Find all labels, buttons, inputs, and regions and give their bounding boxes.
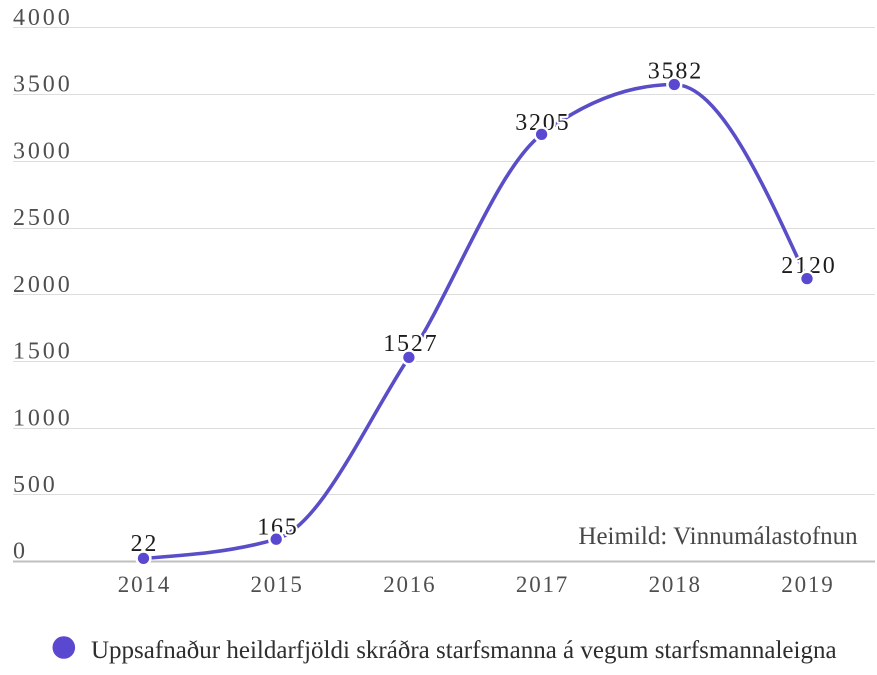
svg-text:2017: 2017 [516, 572, 569, 597]
svg-text:0: 0 [13, 538, 28, 564]
svg-text:3000: 3000 [13, 138, 73, 164]
svg-text:4000: 4000 [13, 5, 73, 31]
svg-text:2000: 2000 [13, 272, 73, 298]
svg-text:2014: 2014 [118, 572, 171, 597]
svg-text:1000: 1000 [13, 405, 73, 431]
svg-text:1500: 1500 [13, 339, 73, 365]
svg-text:500: 500 [13, 472, 58, 498]
svg-text:Uppsafnaður heildarfjöldi skrá: Uppsafnaður heildarfjöldi skráðra starfs… [91, 637, 837, 664]
svg-text:2019: 2019 [781, 572, 834, 597]
svg-text:2016: 2016 [383, 572, 436, 597]
svg-text:Heimild: Vinnumálastofnun: Heimild: Vinnumálastofnun [578, 523, 858, 550]
svg-text:2015: 2015 [250, 572, 303, 597]
svg-text:2018: 2018 [649, 572, 702, 597]
svg-text:3500: 3500 [13, 72, 73, 98]
svg-text:2500: 2500 [13, 205, 73, 231]
